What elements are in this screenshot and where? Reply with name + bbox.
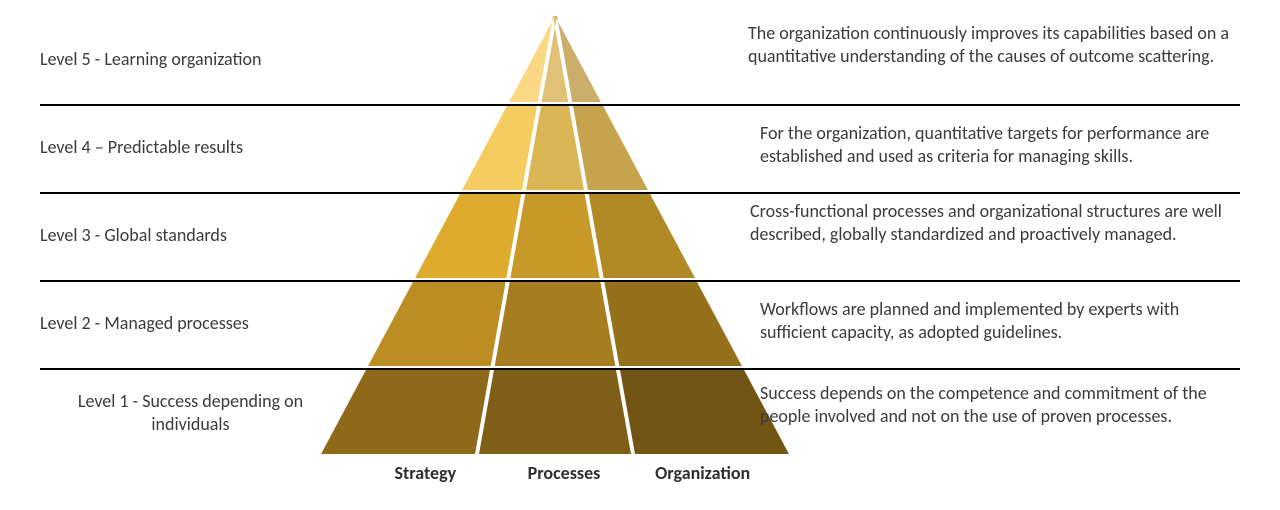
pyramid-cell-r3-c2 (604, 282, 742, 366)
pyramid-cell-r0-c1 (542, 16, 569, 102)
pyramid-cell-r1-c2 (573, 106, 648, 190)
pyramid-cell-r3-c1 (495, 282, 616, 366)
divider-3 (40, 280, 1240, 282)
level-5-desc: The organization continuously improves i… (748, 22, 1236, 67)
maturity-pyramid-infographic: Level 5 - Learning organization The orga… (0, 0, 1280, 510)
col-processes: Processes (495, 462, 634, 484)
column-labels: Strategy Processes Organization (356, 462, 772, 484)
level-4-label: Level 4 – Predictable results (40, 136, 320, 159)
level-2-label: Level 2 - Managed processes (40, 312, 320, 335)
divider-1 (40, 104, 1240, 106)
level-4-desc: For the organization, quantitative targe… (760, 122, 1238, 167)
pyramid-cell-r3-c0 (368, 282, 506, 366)
divider-4 (40, 368, 1240, 370)
col-strategy: Strategy (356, 462, 495, 484)
level-5-label: Level 5 - Learning organization (40, 48, 320, 71)
divider-2 (40, 192, 1240, 194)
pyramid-cell-r2-c1 (510, 194, 599, 278)
pyramid-cell-r1-c0 (462, 106, 537, 190)
pyramid-cell-r2-c2 (589, 194, 695, 278)
level-1-desc: Success depends on the competence and co… (760, 382, 1240, 427)
pyramid-cell-r2-c0 (415, 194, 521, 278)
pyramid-cell-r4-c0 (321, 370, 490, 454)
pyramid-cell-r4-c1 (479, 370, 631, 454)
level-2-desc: Workflows are planned and implemented by… (760, 298, 1240, 343)
level-1-label: Level 1 - Success depending on individua… (68, 390, 313, 435)
level-3-label: Level 3 - Global standards (40, 224, 320, 247)
col-organization: Organization (633, 462, 772, 484)
level-3-desc: Cross-functional processes and organizat… (750, 200, 1240, 245)
